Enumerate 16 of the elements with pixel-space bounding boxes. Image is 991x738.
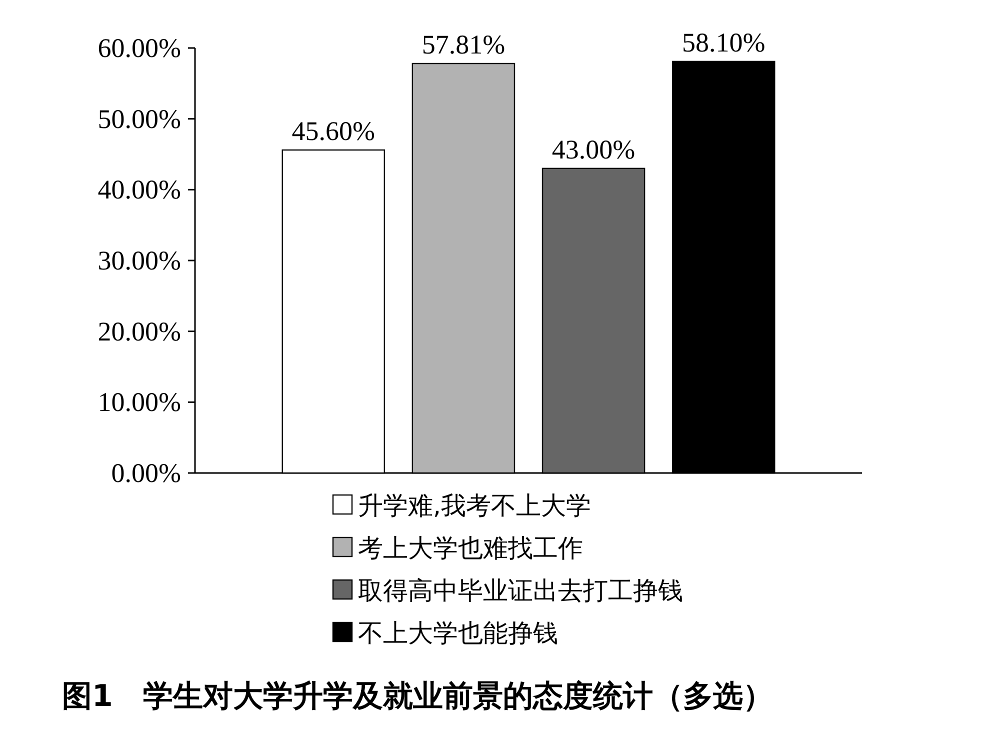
y-tick-label: 30.00% (98, 246, 181, 276)
y-tick-label: 60.00% (98, 33, 181, 63)
legend-label: 升学难,我考不上大学 (358, 491, 591, 520)
legend-label: 不上大学也能挣钱 (358, 618, 558, 648)
data-label: 43.00% (552, 134, 636, 164)
data-label: 57.81% (422, 30, 506, 60)
data-label: 58.10% (682, 27, 766, 58)
y-tick-label: 20.00% (98, 316, 181, 346)
y-tick-label: 40.00% (98, 174, 181, 205)
y-tick-label: 0.00% (111, 458, 181, 488)
data-label: 45.60% (292, 116, 376, 146)
legend-label: 取得高中毕业证出去打工挣钱 (358, 576, 683, 605)
text: 图1 学生对大学升学及就业前景的态度统计（多选） (62, 679, 773, 714)
legend-label: 考上大学也难找工作 (358, 534, 583, 562)
y-tick-label: 50.00% (98, 104, 181, 134)
y-tick-label: 10.00% (98, 387, 181, 418)
